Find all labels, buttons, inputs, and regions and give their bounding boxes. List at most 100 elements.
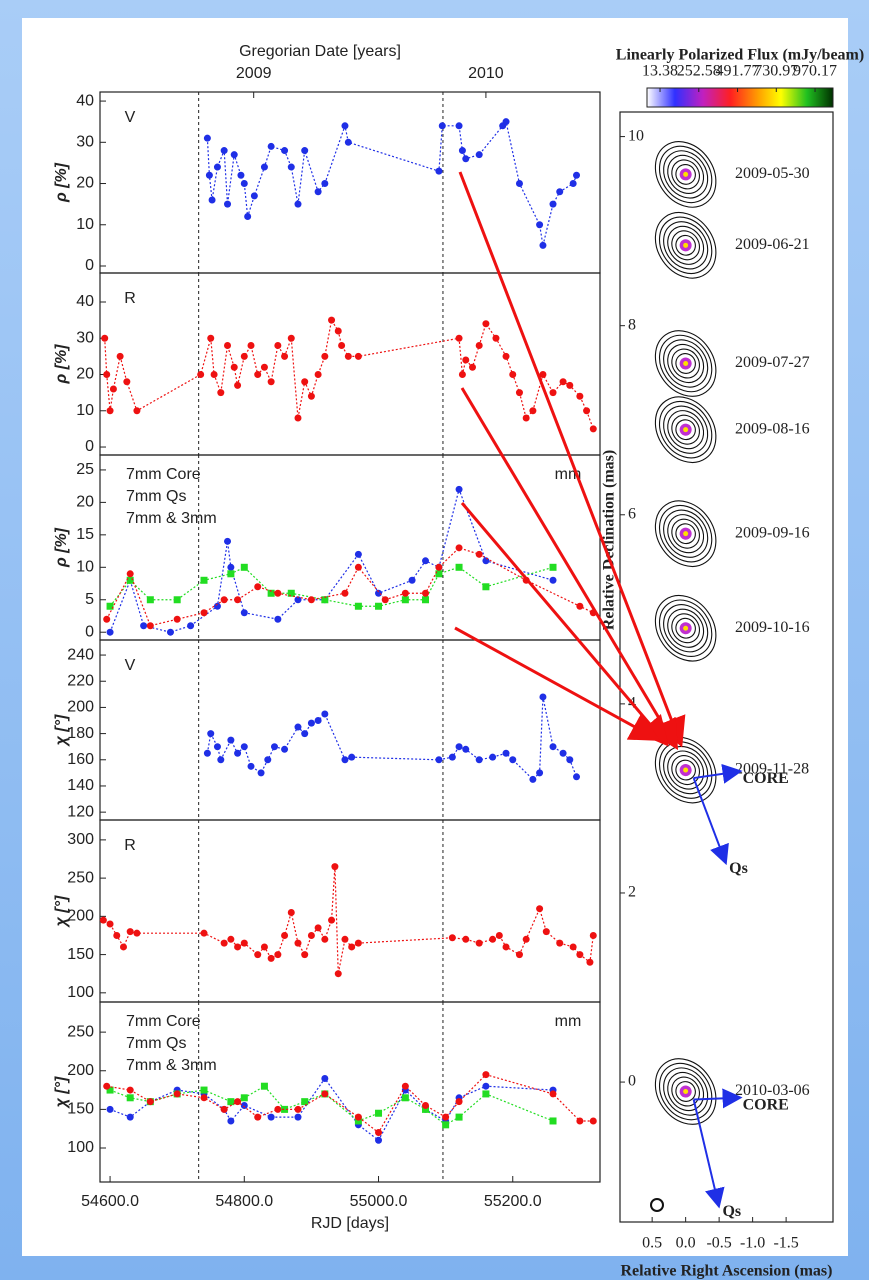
- map-y-tick-label: 10: [628, 127, 644, 144]
- point: [214, 164, 221, 171]
- map-y-tick-label: 2: [628, 884, 636, 901]
- point: [576, 1117, 583, 1124]
- point: [590, 1117, 597, 1124]
- point: [482, 1090, 489, 1097]
- point: [341, 936, 348, 943]
- point: [294, 940, 301, 947]
- point: [281, 932, 288, 939]
- point: [268, 1114, 275, 1121]
- point: [227, 1098, 234, 1105]
- point: [355, 1114, 362, 1121]
- point: [224, 342, 231, 349]
- point: [100, 917, 107, 924]
- y-tick-label: 0: [85, 438, 94, 455]
- point: [221, 596, 228, 603]
- y-axis-label: χ [°]: [53, 1076, 70, 1109]
- core-position: [683, 626, 688, 631]
- point: [576, 603, 583, 610]
- point: [422, 596, 429, 603]
- point: [268, 143, 275, 150]
- core-position: [683, 361, 688, 366]
- point: [301, 951, 308, 958]
- point: [204, 750, 211, 757]
- y-tick-label: 200: [67, 699, 94, 716]
- point: [529, 776, 536, 783]
- point: [315, 717, 322, 724]
- point: [409, 577, 416, 584]
- point: [107, 407, 114, 414]
- y-tick-label: 220: [67, 672, 94, 689]
- legend-entry: 7mm & 3mm: [126, 510, 217, 527]
- point: [251, 192, 258, 199]
- point: [227, 1117, 234, 1124]
- point: [113, 932, 120, 939]
- point: [503, 353, 510, 360]
- point: [422, 557, 429, 564]
- point: [550, 577, 557, 584]
- point: [201, 930, 208, 937]
- point: [566, 756, 573, 763]
- point: [268, 378, 275, 385]
- point: [469, 364, 476, 371]
- point: [288, 590, 295, 597]
- point: [274, 951, 281, 958]
- point: [328, 317, 335, 324]
- point: [201, 1087, 208, 1094]
- point: [315, 924, 322, 931]
- point: [489, 754, 496, 761]
- epoch-label: 2009-09-16: [735, 524, 810, 541]
- point: [556, 940, 563, 947]
- point: [573, 773, 580, 780]
- point: [261, 943, 268, 950]
- panel-label: R: [124, 290, 136, 307]
- point: [550, 389, 557, 396]
- point: [482, 557, 489, 564]
- map-y-tick-label: 8: [628, 316, 636, 333]
- point: [248, 763, 255, 770]
- point: [456, 122, 463, 129]
- point: [462, 936, 469, 943]
- point: [462, 746, 469, 753]
- point: [355, 940, 362, 947]
- legend-entry: 7mm & 3mm: [126, 1057, 217, 1074]
- y-tick-label: 250: [67, 1023, 94, 1040]
- point: [103, 1083, 110, 1090]
- point: [550, 743, 557, 750]
- point: [462, 155, 469, 162]
- point: [435, 756, 442, 763]
- point: [254, 951, 261, 958]
- point: [382, 596, 389, 603]
- core-position: [683, 243, 688, 248]
- point: [462, 357, 469, 364]
- colorbar-tick-label: 252.58: [677, 63, 721, 80]
- point: [503, 118, 510, 125]
- legend-entry: 7mm Qs: [126, 488, 186, 505]
- point: [127, 928, 134, 935]
- point: [375, 1137, 382, 1144]
- legend-entry: 7mm Core: [126, 466, 201, 483]
- legend-entry: 7mm Qs: [126, 1035, 186, 1052]
- point: [435, 168, 442, 175]
- point: [335, 328, 342, 335]
- point: [301, 1098, 308, 1105]
- point: [321, 936, 328, 943]
- point: [550, 201, 557, 208]
- point: [456, 564, 463, 571]
- core-position: [683, 531, 688, 536]
- y-axis-label: ρ [%]: [53, 527, 70, 568]
- point: [147, 596, 154, 603]
- point: [308, 932, 315, 939]
- point: [476, 342, 483, 349]
- point: [294, 1114, 301, 1121]
- point: [586, 959, 593, 966]
- point: [509, 371, 516, 378]
- point: [375, 1129, 382, 1136]
- point: [348, 754, 355, 761]
- point: [207, 335, 214, 342]
- point: [355, 551, 362, 558]
- point: [573, 172, 580, 179]
- point: [167, 629, 174, 636]
- point: [217, 389, 224, 396]
- point: [288, 164, 295, 171]
- point: [103, 371, 110, 378]
